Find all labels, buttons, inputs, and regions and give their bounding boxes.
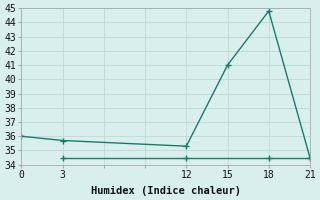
X-axis label: Humidex (Indice chaleur): Humidex (Indice chaleur) — [91, 186, 241, 196]
